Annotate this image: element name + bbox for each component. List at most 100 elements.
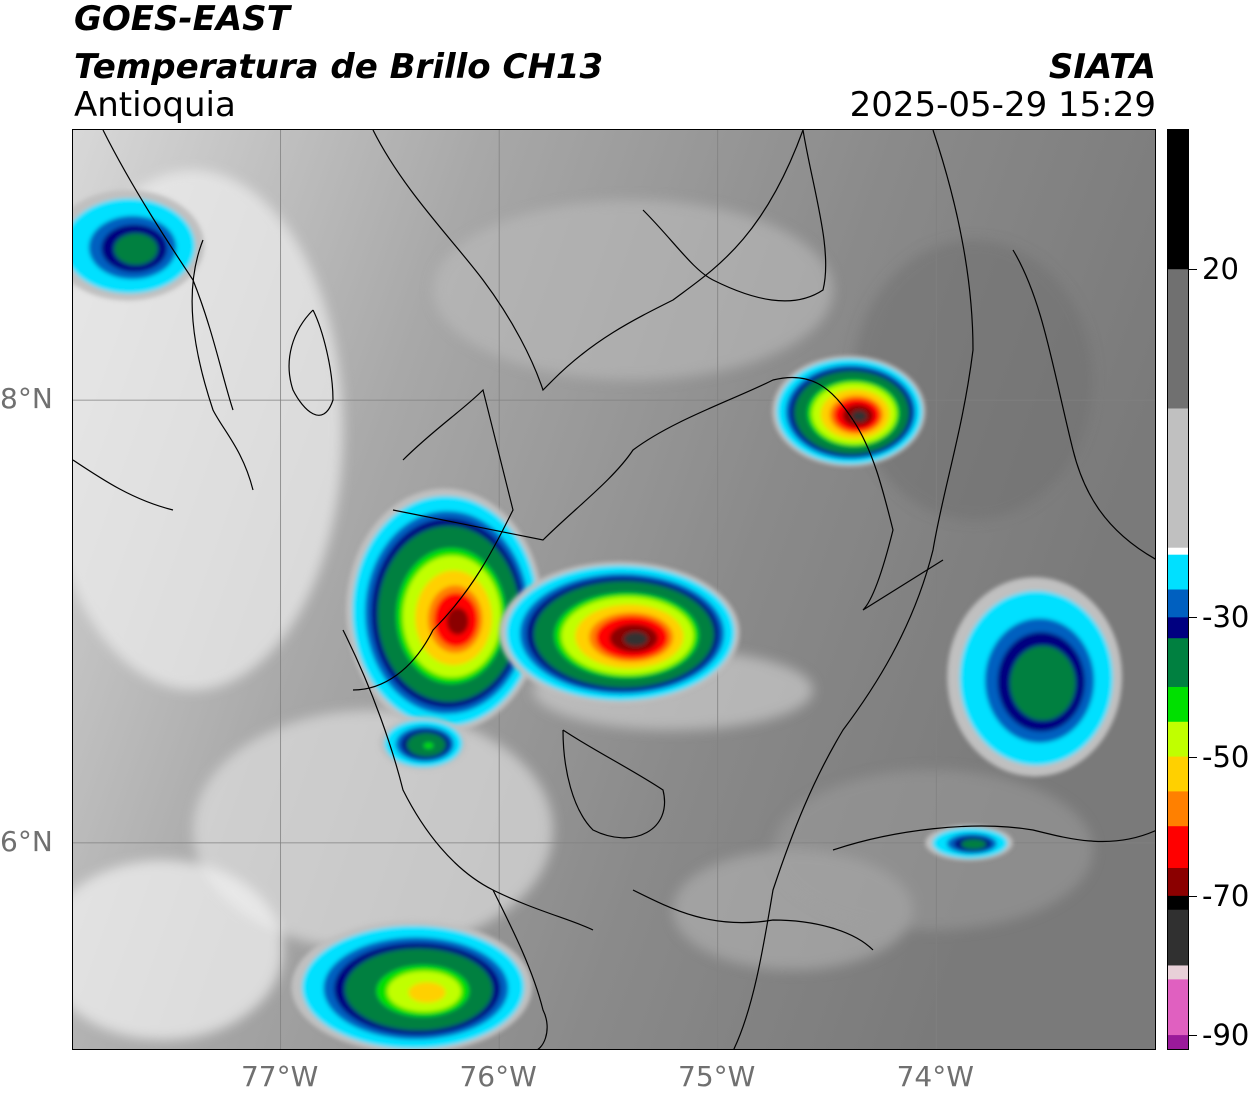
- storm-cell: [346, 488, 543, 733]
- colorbar-band: [1168, 276, 1188, 284]
- colorbar-band: [1168, 394, 1188, 403]
- colorbar-band: [1168, 1007, 1188, 1015]
- colorbar-gradient: [1168, 130, 1188, 1049]
- colorbar-band: [1168, 728, 1188, 737]
- storm-cell: [772, 355, 926, 467]
- colorbar-band: [1168, 498, 1188, 507]
- colorbar-band: [1168, 457, 1188, 465]
- colorbar-band: [1168, 589, 1188, 598]
- colorbar-tick-label: -30: [1202, 600, 1250, 635]
- longitude-tick-label: 74°W: [896, 1060, 974, 1093]
- colorbar-band: [1168, 408, 1188, 417]
- colorbar-band: [1168, 833, 1188, 841]
- colorbar-band: [1168, 693, 1188, 702]
- colorbar-band: [1168, 721, 1188, 730]
- colorbar-band: [1168, 234, 1188, 242]
- colorbar-band: [1168, 547, 1188, 556]
- latitude-tick-label: 8°N: [0, 382, 53, 416]
- colorbar-band: [1168, 248, 1188, 256]
- colorbar-band: [1168, 700, 1188, 709]
- colorbar-band: [1168, 450, 1188, 458]
- map-title-line1: GOES-EAST: [74, 0, 290, 39]
- colorbar-band: [1168, 352, 1188, 361]
- colorbar-band: [1168, 136, 1188, 145]
- colorbar-band: [1168, 909, 1188, 918]
- map-canvas: [73, 130, 1155, 1049]
- colorbar-band: [1168, 805, 1188, 813]
- colorbar-tick-label: -50: [1202, 739, 1250, 774]
- colorbar: [1167, 129, 1189, 1050]
- colorbar-band: [1168, 269, 1188, 277]
- colorbar-band: [1168, 1021, 1188, 1029]
- colorbar-band: [1168, 519, 1188, 528]
- colorbar-band: [1168, 311, 1188, 319]
- colorbar-band: [1168, 540, 1188, 549]
- colorbar-band: [1168, 784, 1188, 793]
- organization-label: SIATA: [1048, 47, 1156, 87]
- satellite-map[interactable]: [72, 129, 1156, 1050]
- colorbar-band: [1168, 505, 1188, 514]
- colorbar-band: [1168, 847, 1188, 855]
- map-title-line2: Temperatura de Brillo CH13: [74, 47, 604, 87]
- colorbar-band: [1168, 130, 1188, 138]
- storm-cell: [291, 920, 532, 1049]
- colorbar-band: [1168, 986, 1188, 994]
- colorbar-band: [1168, 770, 1188, 779]
- colorbar-band: [1168, 742, 1188, 751]
- colorbar-band: [1168, 763, 1188, 772]
- storm-cell: [378, 716, 467, 770]
- colorbar-band: [1168, 993, 1188, 1001]
- colorbar-band: [1168, 673, 1188, 681]
- colorbar-band: [1168, 157, 1188, 166]
- colorbar-band: [1168, 464, 1188, 472]
- colorbar-band: [1168, 652, 1188, 660]
- colorbar-band: [1168, 575, 1188, 584]
- colorbar-band: [1168, 951, 1188, 960]
- colorbar-band: [1168, 659, 1188, 667]
- colorbar-band: [1168, 972, 1188, 980]
- colorbar-band: [1168, 255, 1188, 263]
- colorbar-band: [1168, 338, 1188, 347]
- colorbar-band: [1168, 304, 1188, 312]
- colorbar-band: [1168, 756, 1188, 765]
- storm-cell: [925, 825, 1013, 861]
- colorbar-band: [1168, 533, 1188, 542]
- colorbar-tick-label: -70: [1202, 878, 1250, 913]
- colorbar-tick-label: 20: [1202, 252, 1239, 287]
- colorbar-band: [1168, 714, 1188, 723]
- colorbar-band: [1168, 791, 1188, 799]
- colorbar-band: [1168, 645, 1188, 653]
- colorbar-band: [1168, 512, 1188, 521]
- colorbar-band: [1168, 638, 1188, 646]
- colorbar-band: [1168, 492, 1188, 500]
- colorbar-band: [1168, 213, 1188, 222]
- colorbar-band: [1168, 965, 1188, 974]
- colorbar-band: [1168, 331, 1188, 340]
- colorbar-band: [1168, 199, 1188, 208]
- colorbar-band: [1168, 944, 1188, 953]
- colorbar-band: [1168, 283, 1188, 291]
- colorbar-band: [1168, 554, 1188, 563]
- colorbar-band: [1168, 373, 1188, 382]
- colorbar-band: [1168, 596, 1188, 605]
- longitude-tick-label: 76°W: [459, 1060, 537, 1093]
- storm-cell: [499, 561, 740, 704]
- colorbar-band: [1168, 819, 1188, 827]
- colorbar-tick-mark: [1189, 269, 1197, 271]
- colorbar-band: [1168, 735, 1188, 744]
- colorbar-band: [1168, 1028, 1188, 1036]
- colorbar-band: [1168, 902, 1188, 911]
- colorbar-band: [1168, 471, 1188, 479]
- admin-borders: [73, 130, 1155, 1049]
- colorbar-band: [1168, 415, 1188, 424]
- colorbar-band: [1168, 359, 1188, 368]
- colorbar-band: [1168, 227, 1188, 236]
- colorbar-band: [1168, 854, 1188, 862]
- colorbar-band: [1168, 798, 1188, 806]
- colorbar-band: [1168, 861, 1188, 869]
- colorbar-band: [1168, 164, 1188, 173]
- colorbar-band: [1168, 826, 1188, 834]
- map-subtitle: Antioquia: [74, 85, 236, 125]
- colorbar-band: [1168, 143, 1188, 152]
- colorbar-band: [1168, 777, 1188, 786]
